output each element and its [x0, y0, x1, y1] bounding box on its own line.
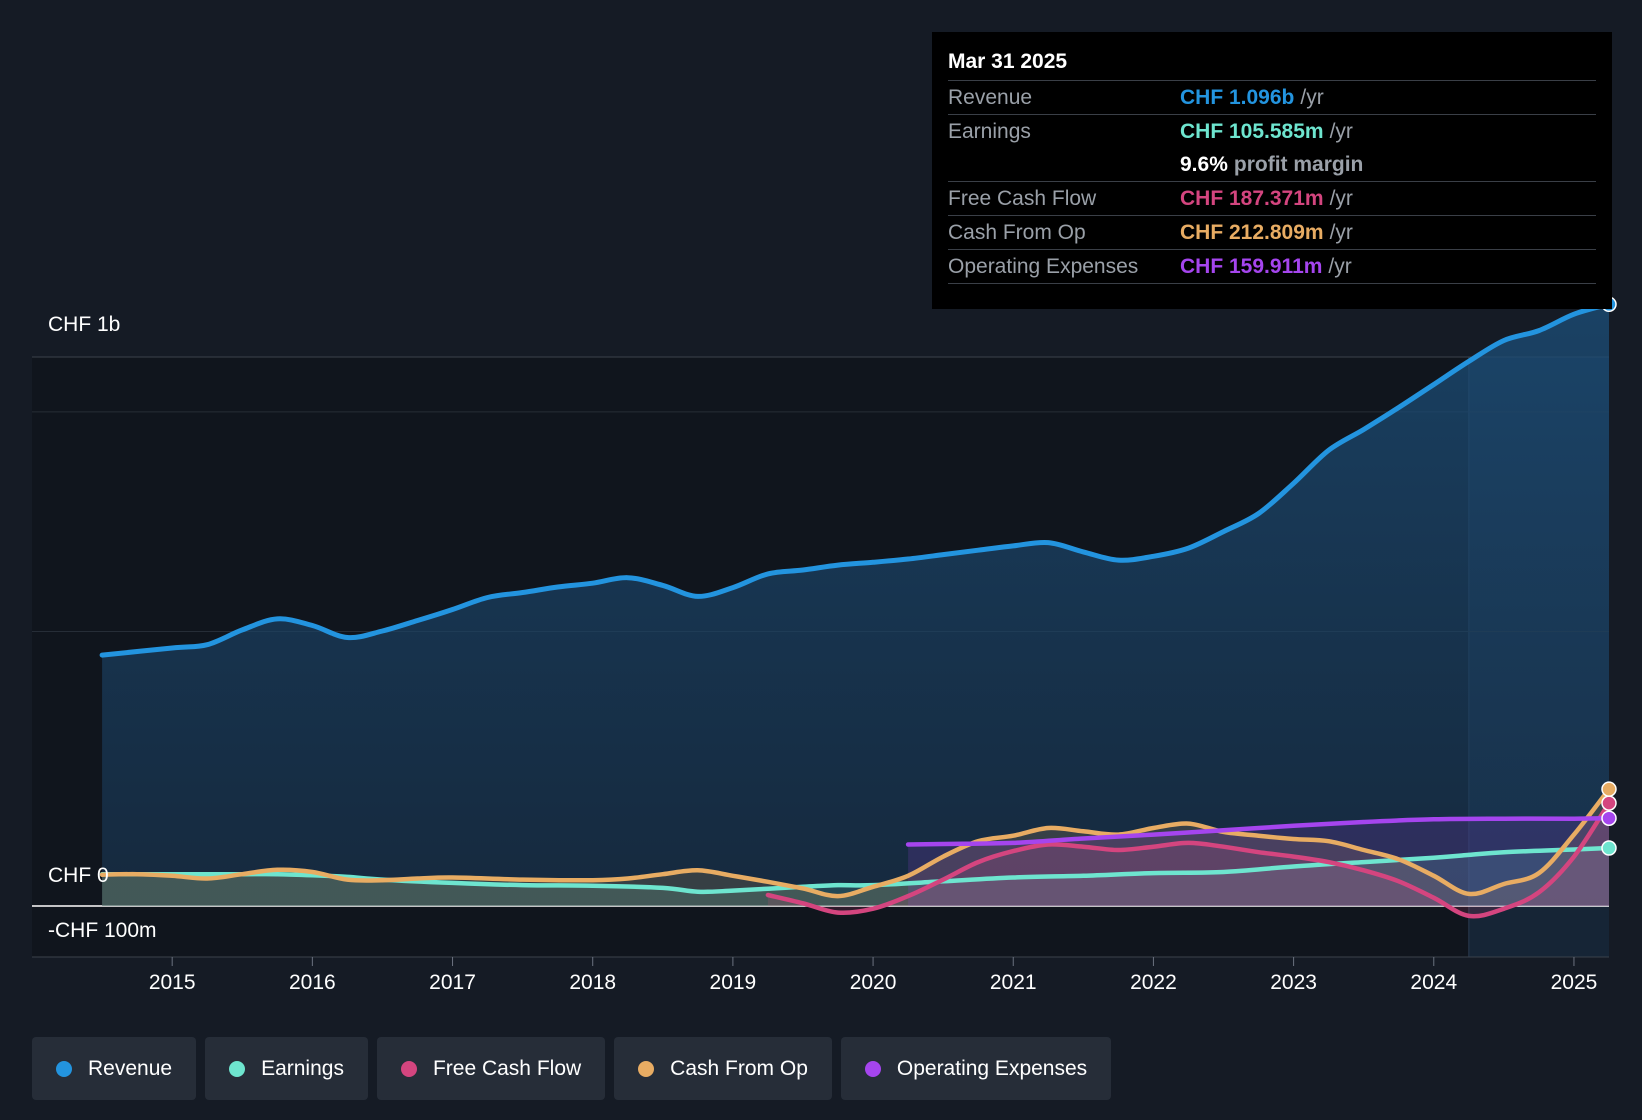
x-axis-label: 2021	[990, 971, 1037, 994]
tooltip: Mar 31 2025 Revenue CHF 1.096b /yr Earni…	[932, 32, 1612, 309]
tooltip-value: CHF 212.809m	[1180, 221, 1324, 244]
endpoint-free-cash-flow	[1601, 795, 1617, 811]
endpoint-cash-from-op	[1601, 781, 1617, 797]
tooltip-unit: /yr	[1300, 86, 1324, 109]
tooltip-label: Cash From Op	[948, 221, 1086, 244]
tooltip-row-revenue: Revenue CHF 1.096b /yr	[948, 81, 1596, 115]
tooltip-date: Mar 31 2025	[948, 46, 1596, 81]
tooltip-margin-label: profit margin	[1233, 153, 1364, 176]
area-free-cash-flow	[767, 803, 1609, 917]
x-axis-label: 2019	[710, 971, 757, 994]
tooltip-unit: /yr	[1329, 120, 1353, 143]
legend-dot-icon	[229, 1060, 246, 1077]
x-axis-label: 2024	[1410, 971, 1457, 994]
x-axis-label: 2025	[1551, 971, 1598, 994]
line-cash-from-op	[99, 786, 1612, 899]
tooltip-value: CHF 159.911m	[1180, 255, 1323, 278]
tooltip-label: Earnings	[948, 120, 1031, 143]
x-axis-label: 2023	[1270, 971, 1317, 994]
legend-label: Operating Expenses	[896, 1056, 1088, 1080]
tooltip-row-opex: Operating Expenses CHF 159.911m /yr	[948, 250, 1596, 284]
tooltip-row-earnings: Earnings CHF 105.585m /yr	[948, 115, 1596, 148]
legend-dot-icon	[638, 1060, 655, 1077]
x-axis-label: 2022	[1130, 971, 1177, 994]
y-axis-label: CHF 1b	[48, 313, 120, 336]
x-axis-label: 2017	[429, 971, 476, 994]
tooltip-unit: /yr	[1328, 255, 1352, 278]
tooltip-margin-value: 9.6%	[1180, 153, 1228, 176]
area-revenue	[102, 304, 1610, 906]
tooltip-unit: /yr	[1329, 221, 1353, 244]
legend-label: Revenue	[88, 1056, 173, 1080]
tooltip-row-fcf: Free Cash Flow CHF 187.371m /yr	[948, 182, 1596, 216]
tooltip-label: Free Cash Flow	[948, 187, 1097, 210]
legend-label: Earnings	[261, 1056, 344, 1080]
tooltip-label: Revenue	[948, 86, 1033, 109]
x-axis: 2015 2016 2017 2018 2019 2020 2021 2022 2023 2024…	[149, 957, 1597, 994]
legend-dot-icon	[56, 1060, 72, 1077]
legend-item-cash-from-op[interactable]: Cash From Op	[614, 1037, 832, 1100]
line-revenue	[99, 301, 1612, 658]
line-operating-expenses	[905, 815, 1612, 847]
endpoint-earnings	[1601, 840, 1617, 856]
y-axis-label: CHF 0	[48, 864, 109, 887]
tooltip-row-cfo: Cash From Op CHF 212.809m /yr	[948, 216, 1596, 250]
legend-item-operating-expenses[interactable]: Operating Expenses	[840, 1037, 1112, 1100]
line-free-cash-flow	[765, 800, 1612, 919]
series-lines	[99, 301, 1612, 919]
x-axis-label: 2015	[149, 971, 196, 994]
x-axis-label: 2020	[850, 971, 897, 994]
x-axis-label: 2016	[289, 971, 336, 994]
x-axis-label: 2018	[569, 971, 616, 994]
legend-item-earnings[interactable]: Earnings	[205, 1037, 368, 1100]
tooltip-value: CHF 1.096b	[1180, 86, 1295, 109]
legend-item-free-cash-flow[interactable]: Free Cash Flow	[376, 1037, 606, 1100]
y-axis-label: -CHF 100m	[48, 919, 157, 942]
tooltip-label: Operating Expenses	[948, 255, 1139, 278]
legend-label: Free Cash Flow	[432, 1056, 582, 1080]
legend-item-revenue[interactable]: Revenue	[32, 1037, 197, 1100]
tooltip-unit: /yr	[1329, 187, 1353, 210]
y-axis-labels: CHF 1b CHF 0 -CHF 100m	[48, 313, 157, 942]
endpoint-operating-expenses	[1601, 810, 1617, 826]
area-earnings	[102, 848, 1610, 906]
series-areas	[102, 304, 1610, 917]
legend-label: Cash From Op	[670, 1056, 808, 1080]
tooltip-value: CHF 105.585m	[1180, 120, 1324, 143]
area-cash-from-op	[102, 789, 1610, 906]
legend-dot-icon	[864, 1060, 881, 1077]
legend: Revenue Earnings Free Cash Flow Cash Fro…	[32, 1037, 1120, 1100]
legend-dot-icon	[400, 1060, 417, 1077]
tooltip-value: CHF 187.371m	[1180, 187, 1324, 210]
tooltip-row-margin: 9.6% profit margin	[948, 148, 1596, 182]
